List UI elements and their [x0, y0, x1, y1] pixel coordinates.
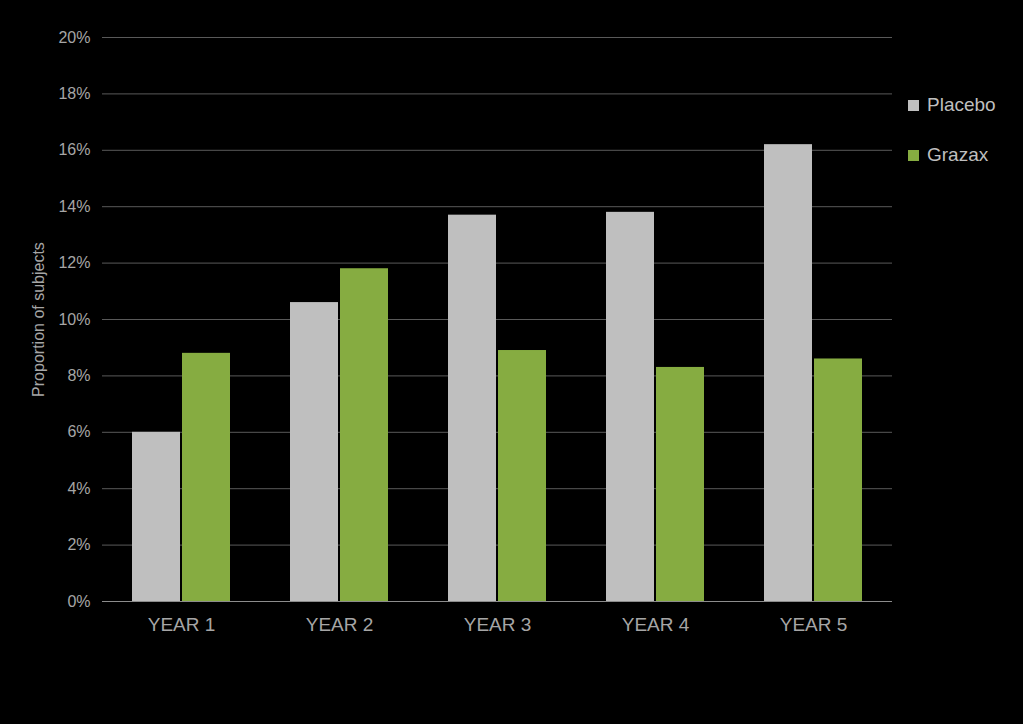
svg-text:YEAR 1: YEAR 1: [148, 614, 216, 635]
svg-text:0%: 0%: [67, 593, 90, 610]
svg-text:14%: 14%: [58, 198, 90, 215]
html-text:Grazax: Grazax: [927, 144, 989, 165]
svg-text:YEAR 5: YEAR 5: [780, 614, 848, 635]
svg-text:20%: 20%: [58, 29, 90, 46]
svg-text:4%: 4%: [67, 480, 90, 497]
svg-text:10%: 10%: [58, 311, 90, 328]
svg-text:Proportion of subjects: Proportion of subjects: [30, 242, 47, 397]
svg-text:8%: 8%: [67, 367, 90, 384]
svg-text:12%: 12%: [58, 254, 90, 271]
svg-text:YEAR 3: YEAR 3: [464, 614, 532, 635]
svg-text:16%: 16%: [58, 141, 90, 158]
svg-text:6%: 6%: [67, 423, 90, 440]
svg-text:YEAR 4: YEAR 4: [622, 614, 690, 635]
svg-text:2%: 2%: [67, 536, 90, 553]
svg-text:18%: 18%: [58, 85, 90, 102]
html-text:Placebo: Placebo: [927, 94, 996, 115]
svg-text:YEAR 2: YEAR 2: [306, 614, 374, 635]
